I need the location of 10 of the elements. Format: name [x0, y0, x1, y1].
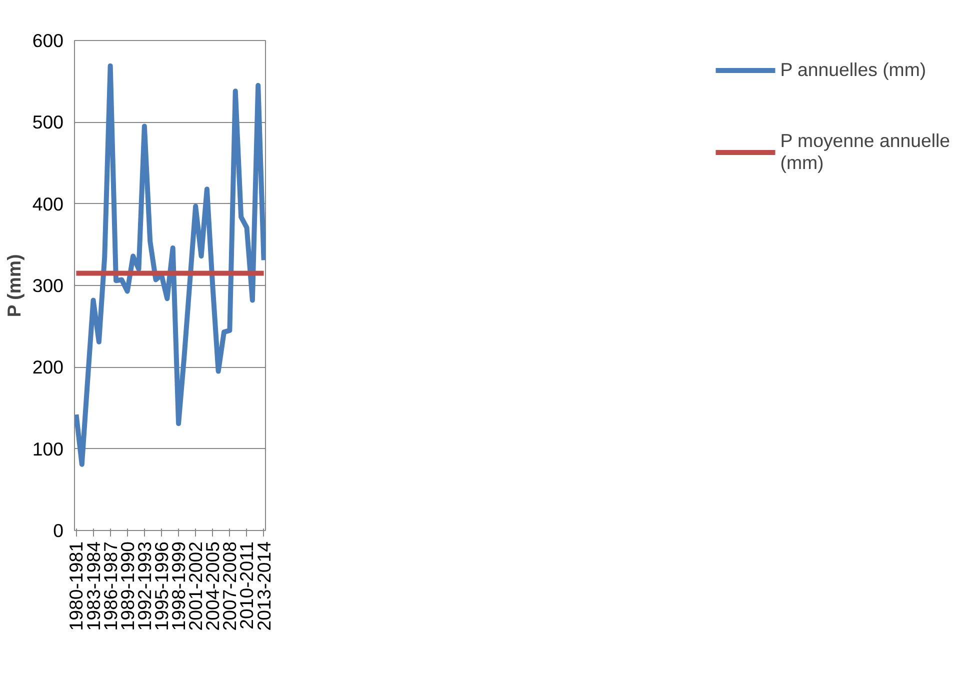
- legend-label: P moyenne annuelle (mm): [780, 130, 950, 174]
- y-tick-label: 400: [32, 193, 64, 214]
- y-tick-label: 600: [32, 30, 64, 51]
- y-tick-label: 100: [32, 438, 64, 460]
- y-tick-label: 300: [32, 275, 64, 296]
- y-axis-title: P (mm): [3, 254, 24, 318]
- y-tick-label: 0: [53, 520, 64, 541]
- legend-label: P annuelles (mm): [780, 58, 926, 82]
- y-tick-label: 500: [32, 112, 64, 133]
- y-tick-label: 200: [32, 356, 64, 378]
